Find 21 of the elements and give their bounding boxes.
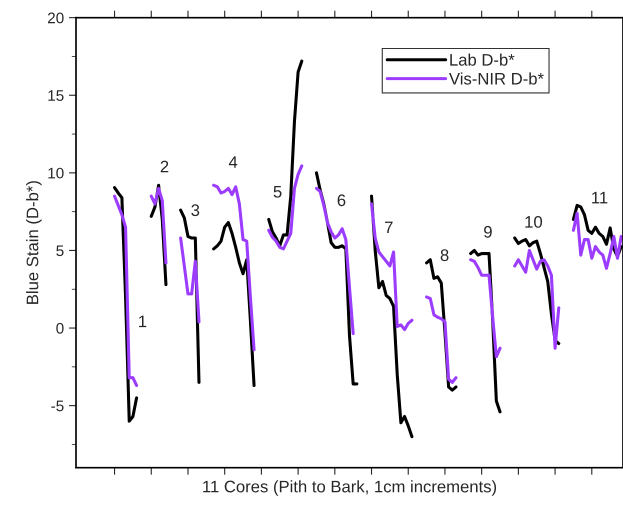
y-tick-label: 10 bbox=[48, 168, 64, 179]
y-tick-label: -5 bbox=[51, 400, 64, 412]
x-axis-title: 11 Cores (Pith to Bark, 1cm increments) bbox=[203, 480, 496, 496]
annotation: 5 bbox=[274, 186, 282, 198]
y-axis-title: Blue Stain (D-b*) bbox=[26, 181, 42, 304]
y-tick-label: 5 bbox=[56, 245, 64, 256]
annotation: 6 bbox=[338, 194, 346, 206]
y-tick-label: 20 bbox=[48, 12, 64, 24]
annotation: 10 bbox=[525, 216, 542, 228]
legend-label: Vis-NIR D-b* bbox=[449, 72, 544, 85]
annotation: 1 bbox=[139, 316, 146, 328]
y-tick-label: 0 bbox=[56, 322, 64, 334]
annotation: 7 bbox=[385, 222, 393, 234]
annotation: 2 bbox=[160, 160, 168, 172]
y-tick-label: 15 bbox=[48, 90, 64, 101]
legend-label: Lab D-b* bbox=[450, 54, 514, 66]
annotation: 3 bbox=[191, 204, 200, 216]
annotation: 4 bbox=[228, 156, 238, 168]
annotation: 11 bbox=[592, 192, 608, 204]
annotation: 9 bbox=[484, 226, 492, 238]
annotation: 8 bbox=[440, 249, 448, 262]
